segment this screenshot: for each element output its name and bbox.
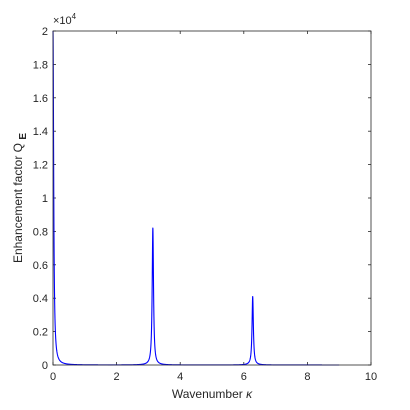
x-tick-label: 10 (365, 371, 377, 383)
y-tick-label: 0.4 (33, 293, 48, 305)
x-tick-label: 0 (50, 371, 56, 383)
y-tick-label: 1.2 (33, 160, 48, 172)
y-axis-label: Enhancement factor Q E (11, 133, 29, 263)
plot-frame (52, 30, 372, 366)
x-tick-label: 6 (241, 371, 247, 383)
y-tick-label: 1 (42, 193, 48, 205)
y-tick-label: 1.4 (33, 126, 48, 138)
x-tick-label: 2 (114, 371, 120, 383)
y-tick-label: 0.2 (33, 327, 48, 339)
x-tick-label: 4 (177, 371, 183, 383)
y-tick-label: 0.8 (33, 226, 48, 238)
y-exponent-label: ×104 (53, 12, 77, 27)
y-tick-label: 1.6 (33, 93, 48, 105)
x-axis-label-symbol: κ (246, 387, 253, 401)
y-tick-label: 2 (42, 26, 48, 38)
y-exponent-power: 4 (72, 12, 77, 21)
x-tick-label: 8 (304, 371, 310, 383)
y-axis-ticks: 0 0.2 0.4 0.6 0.8 1 1.2 1.4 1.6 1.8 2 (33, 26, 371, 372)
plot-background (53, 31, 371, 365)
x-axis-label-main: Wavenumber (172, 387, 243, 401)
y-tick-label: 0.6 (33, 260, 48, 272)
y-axis-label-subscript: E (18, 133, 29, 140)
x-axis-label: Wavenumber κ (172, 387, 253, 401)
y-tick-label: 1.8 (33, 59, 48, 71)
y-axis-label-main: Enhancement factor Q (11, 143, 25, 263)
y-exponent-base: ×10 (53, 15, 72, 27)
y-tick-label: 0 (42, 360, 48, 372)
